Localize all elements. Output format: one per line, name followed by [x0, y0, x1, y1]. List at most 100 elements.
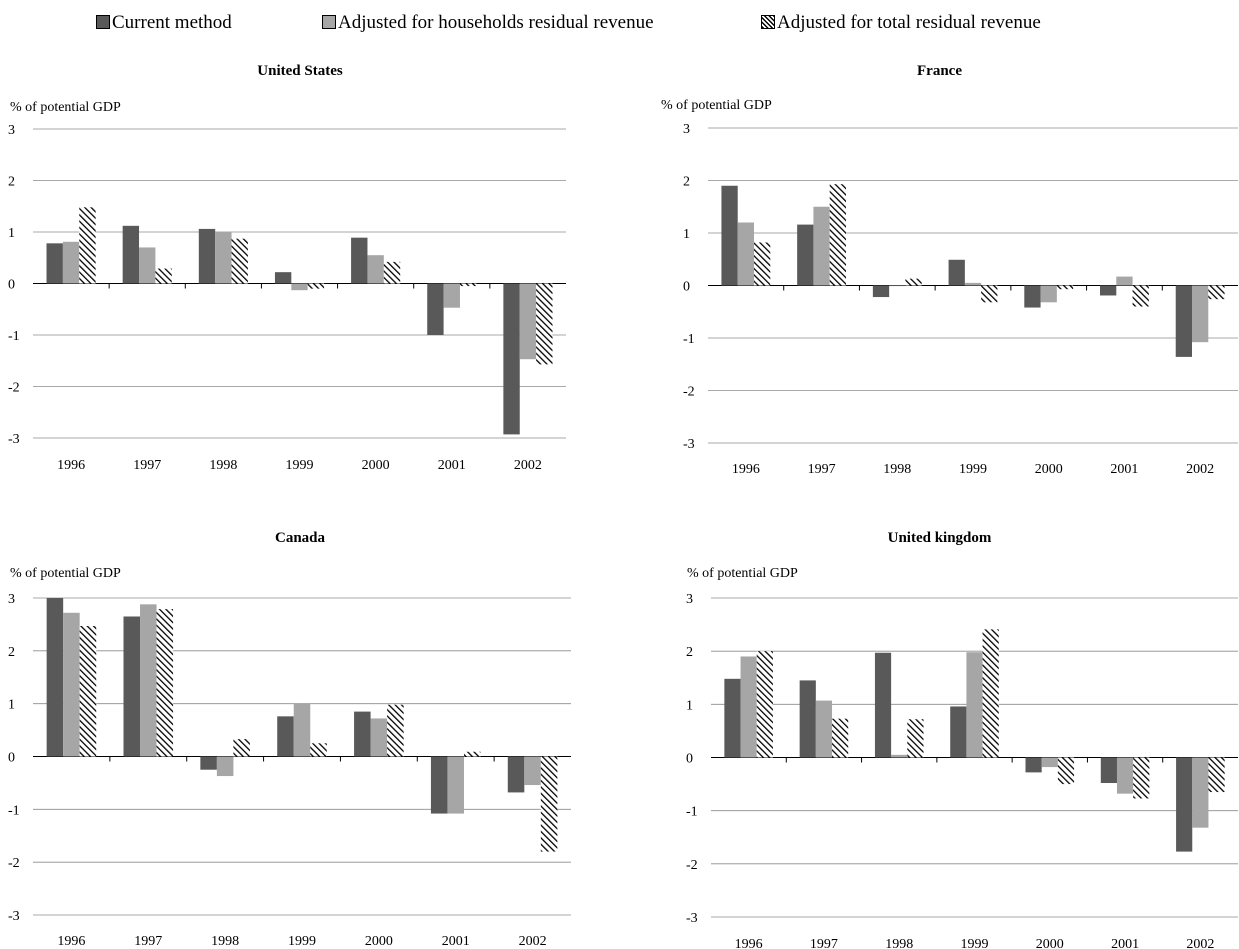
chart-panel-france: France % of potential GDP 3 2 1 0 -1 -2 -3 1996… — [640, 60, 1239, 480]
legend-swatch-hatch — [761, 15, 775, 29]
bar-total-adjusted — [156, 609, 174, 757]
bar-households-adjusted — [966, 652, 983, 758]
x-tick-label: 1997 — [810, 937, 838, 949]
panel-title: France — [917, 63, 962, 79]
y-tick-label: 1 — [8, 698, 15, 713]
bar-total-adjusted — [832, 718, 849, 758]
bar-households-adjusted — [140, 604, 157, 757]
y-tick-label: 3 — [686, 592, 693, 607]
legend-item-current-method: Current method — [96, 12, 232, 34]
bar-total-adjusted — [1208, 285, 1225, 300]
bar-current-method — [198, 228, 216, 284]
x-tick-label: 1999 — [288, 934, 316, 949]
y-tick-label: -2 — [683, 385, 695, 400]
chart-panel-canada: Canada % of potential GDP 3 2 1 0 -1 -2 -3 1996… — [0, 527, 600, 949]
x-tick-label: 2002 — [1186, 462, 1214, 477]
bar-chart-svg: 3 2 1 0 -1 -2 -3 1996 1997 1998 1999 2000 2001 2002 — [683, 122, 1238, 477]
legend-item-total-adjusted: Adjusted for total residual revenue — [761, 12, 1041, 34]
y-axis-unit-label: % of potential GDP — [10, 566, 121, 581]
x-tick-label: 2001 — [1111, 937, 1139, 949]
x-tick-label: 1997 — [133, 458, 161, 473]
x-tick-label: 2001 — [1110, 462, 1138, 477]
bar-current-method — [274, 272, 292, 284]
bar-households-adjusted — [63, 612, 80, 757]
legend-item-households-adjusted: Adjusted for households residual revenue — [322, 12, 654, 34]
y-tick-label: 3 — [8, 592, 15, 607]
panel-title: United kingdom — [887, 530, 992, 546]
bar-current-method — [507, 756, 525, 793]
bar-chart-svg: 3 2 1 0 -1 -2 -3 1996 1997 1998 1999 2000 2001 2002 — [8, 123, 566, 473]
x-tick-label: 2002 — [514, 458, 542, 473]
bar-current-method — [1176, 757, 1193, 852]
bar-households-adjusted — [1040, 285, 1057, 303]
x-tick-label: 2000 — [1035, 462, 1063, 477]
bar-total-adjusted — [233, 739, 250, 757]
x-tick-label: 1998 — [883, 462, 911, 477]
bar-current-method — [874, 652, 892, 758]
bar-households-adjusted — [443, 283, 460, 308]
y-tick-label: 0 — [8, 278, 15, 293]
bar-total-adjusted — [907, 719, 924, 758]
bar-total-adjusted — [459, 283, 477, 287]
y-tick-label: -3 — [8, 909, 20, 924]
y-tick-label: 0 — [686, 752, 693, 767]
x-tick-label: 1996 — [732, 462, 760, 477]
bar-total-adjusted — [387, 704, 404, 757]
y-axis-unit-label: % of potential GDP — [661, 98, 772, 113]
y-tick-label: -1 — [683, 332, 695, 347]
bar-current-method — [1025, 757, 1042, 773]
bar-total-adjusted — [753, 242, 771, 286]
bar-current-method — [950, 706, 967, 758]
bar-households-adjusted — [291, 283, 308, 291]
bar-current-method — [948, 259, 965, 286]
bar-total-adjusted — [231, 238, 248, 284]
chart-legend: Current method Adjusted for households r… — [0, 0, 1239, 44]
y-tick-label: 1 — [686, 698, 693, 713]
legend-label: Current method — [112, 12, 232, 33]
y-tick-label: 2 — [686, 645, 693, 660]
bar-chart-svg: 3 2 1 0 -1 -2 -3 1996 1997 1998 1999 2000 2001 2002 — [8, 592, 571, 949]
bar-households-adjusted — [370, 718, 388, 757]
chart-panel-united-kingdom: United kingdom % of potential GDP 3 2 1 0 -1… — [640, 527, 1239, 949]
bar-total-adjusted — [310, 743, 327, 757]
bar-households-adjusted — [519, 283, 537, 360]
bar-current-method — [724, 678, 741, 758]
bar-current-method — [46, 243, 63, 284]
x-tick-label: 2001 — [438, 458, 466, 473]
bar-total-adjusted — [536, 283, 553, 365]
bar-households-adjusted — [1116, 757, 1134, 794]
bar-total-adjusted — [79, 207, 96, 284]
bar-current-method — [503, 283, 520, 435]
bar-current-method — [872, 285, 890, 298]
bar-households-adjusted — [216, 756, 234, 777]
bar-current-method — [354, 711, 371, 757]
bar-households-adjusted — [293, 703, 311, 757]
legend-swatch-light — [322, 15, 336, 29]
bar-households-adjusted — [1192, 285, 1209, 343]
bar-total-adjusted — [540, 756, 558, 852]
bar-households-adjusted — [139, 247, 156, 284]
x-tick-label: 2000 — [365, 934, 393, 949]
y-tick-label: -2 — [8, 856, 20, 871]
bar-current-method — [122, 225, 140, 284]
y-tick-label: 2 — [683, 175, 690, 190]
bar-households-adjusted — [737, 222, 754, 286]
legend-label: Adjusted for households residual revenue — [338, 12, 654, 33]
x-tick-label: 1996 — [735, 937, 763, 949]
bar-current-method — [1100, 757, 1117, 784]
bar-households-adjusted — [1041, 757, 1058, 768]
x-tick-label: 1998 — [885, 937, 913, 949]
bar-households-adjusted — [813, 206, 830, 286]
x-tick-label: 1999 — [286, 458, 314, 473]
bar-total-adjusted — [1056, 285, 1074, 290]
bar-current-method — [1100, 285, 1117, 296]
bar-total-adjusted — [463, 751, 481, 757]
panel-title: Canada — [274, 530, 326, 546]
bar-households-adjusted — [891, 754, 908, 758]
y-tick-label: -3 — [8, 432, 20, 447]
y-axis-unit-label: % of potential GDP — [687, 566, 798, 581]
bar-total-adjusted — [905, 278, 922, 286]
bar-total-adjusted — [79, 626, 97, 757]
bar-current-method — [277, 716, 294, 757]
x-tick-label: 2000 — [362, 458, 390, 473]
